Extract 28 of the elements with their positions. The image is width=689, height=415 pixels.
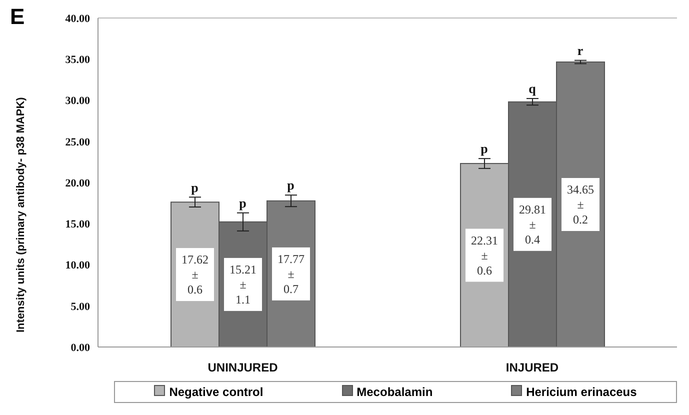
y-tick-label: 40.00	[65, 12, 90, 25]
data-label: 17.62 ± 0.6	[182, 252, 208, 297]
x-tick-label: UNINJURED	[208, 360, 278, 375]
y-axis-title: Intensity units (primary antibody- p38 MAPK)	[14, 96, 27, 332]
data-label: 29.81 ± 0.4	[519, 202, 546, 246]
legend-label: Hericium erinaceus	[525, 385, 637, 399]
data-label: 22.31 ± 0.6	[471, 233, 498, 278]
y-tick-label: 10.00	[65, 260, 90, 272]
y-tick-label: 25.00	[65, 136, 90, 148]
data-label: 34.65 ± 0.2	[567, 182, 594, 226]
y-tick-label: 0.00	[70, 342, 90, 354]
y-tick-label: 30.00	[65, 95, 90, 108]
data-label: 15.21 ± 1.1	[230, 262, 256, 306]
y-tick-label: 5.00	[70, 300, 90, 313]
annotation: p	[480, 141, 488, 156]
annotation: p	[287, 178, 294, 193]
annotation: p	[191, 180, 198, 195]
x-tick-label: INJURED	[506, 360, 559, 375]
legend-label: Negative control	[168, 385, 264, 399]
y-tick-label: 20.00	[65, 177, 90, 190]
annotation: r	[577, 42, 584, 58]
y-tick-label: 15.00	[65, 218, 90, 231]
annotation: p	[239, 195, 246, 210]
data-label: 17.77 ± 0.7	[278, 252, 304, 296]
y-tick-label: 35.00	[65, 54, 90, 66]
legend-label: Mecobalamin	[356, 385, 433, 399]
text: E	[10, 4, 25, 30]
annotation: q	[528, 81, 537, 96]
